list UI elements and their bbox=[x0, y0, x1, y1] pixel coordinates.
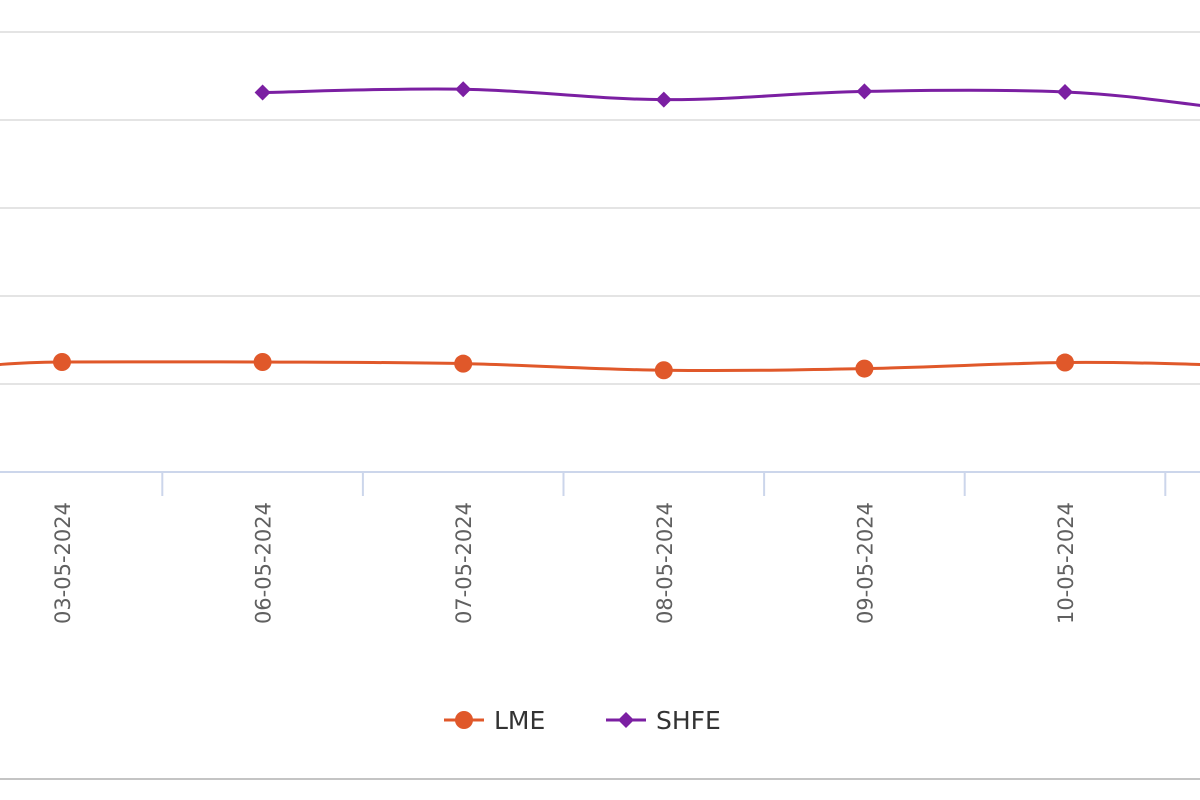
x-tick-label: 06-05-2024 bbox=[252, 502, 276, 624]
data-point[interactable] bbox=[654, 361, 673, 380]
series-shfe bbox=[254, 81, 1200, 108]
legend[interactable]: LME SHFE bbox=[444, 706, 721, 735]
legend-item-lme[interactable]: LME bbox=[444, 706, 545, 735]
chart-bottom-border bbox=[0, 778, 1200, 780]
x-axis bbox=[0, 471, 1200, 496]
data-point[interactable] bbox=[855, 359, 874, 378]
x-tick-label: 08-05-2024 bbox=[653, 502, 677, 624]
x-tick-label: 09-05-2024 bbox=[853, 502, 877, 624]
series-line-lme bbox=[0, 360, 1200, 373]
x-tick-labels: 03-05-2024 06-05-2024 07-05-2024 08-05-2024… bbox=[51, 502, 1078, 624]
x-tick-label: 10-05-2024 bbox=[1054, 502, 1078, 624]
x-tick-label: 03-05-2024 bbox=[51, 502, 75, 624]
data-point[interactable] bbox=[455, 81, 472, 98]
grid-lines bbox=[0, 31, 1200, 385]
data-point[interactable] bbox=[655, 91, 672, 108]
series-lme bbox=[0, 353, 1200, 380]
series-layer bbox=[0, 81, 1200, 380]
x-tick-label: 07-05-2024 bbox=[452, 502, 476, 624]
data-point[interactable] bbox=[856, 83, 873, 100]
data-point[interactable] bbox=[1057, 83, 1073, 100]
legend-label: LME bbox=[494, 706, 545, 735]
legend-marker bbox=[618, 712, 634, 728]
data-point[interactable] bbox=[254, 84, 271, 101]
data-point[interactable] bbox=[253, 353, 272, 371]
data-point[interactable] bbox=[53, 353, 71, 371]
data-point[interactable] bbox=[454, 354, 473, 373]
legend-item-shfe[interactable]: SHFE bbox=[606, 706, 721, 735]
legend-marker bbox=[455, 711, 473, 729]
legend-label: SHFE bbox=[656, 706, 721, 735]
data-point[interactable] bbox=[1056, 353, 1074, 372]
